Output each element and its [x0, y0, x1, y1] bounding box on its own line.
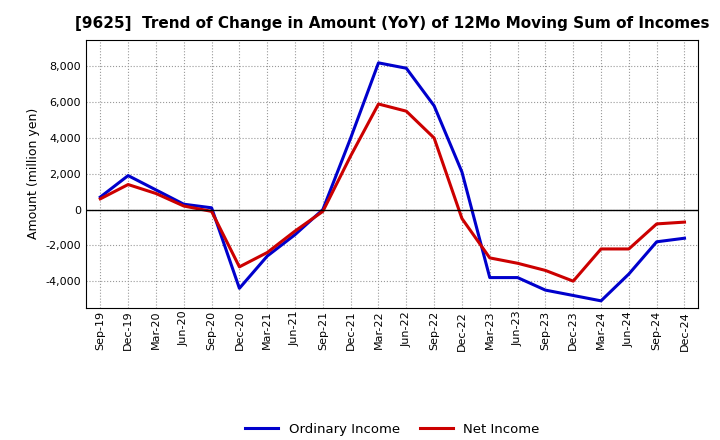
Net Income — [680, 220, 689, 225]
Ordinary Income — [485, 275, 494, 280]
Net Income — [152, 191, 161, 196]
Net Income — [374, 101, 383, 106]
Net Income — [318, 209, 327, 214]
Ordinary Income — [318, 207, 327, 212]
Ordinary Income — [569, 293, 577, 298]
Net Income — [96, 196, 104, 202]
Ordinary Income — [624, 271, 633, 277]
Ordinary Income — [374, 60, 383, 66]
Ordinary Income — [96, 194, 104, 200]
Ordinary Income — [597, 298, 606, 304]
Ordinary Income — [263, 253, 271, 259]
Net Income — [541, 268, 550, 273]
Ordinary Income — [402, 66, 410, 71]
Line: Net Income: Net Income — [100, 104, 685, 281]
Ordinary Income — [458, 169, 467, 175]
Ordinary Income — [541, 287, 550, 293]
Net Income — [235, 264, 243, 269]
Net Income — [346, 153, 355, 158]
Ordinary Income — [291, 232, 300, 237]
Net Income — [430, 136, 438, 141]
Legend: Ordinary Income, Net Income: Ordinary Income, Net Income — [240, 418, 545, 440]
Net Income — [179, 203, 188, 209]
Ordinary Income — [680, 235, 689, 241]
Net Income — [124, 182, 132, 187]
Net Income — [569, 279, 577, 284]
Net Income — [513, 260, 522, 266]
Net Income — [458, 216, 467, 221]
Net Income — [402, 109, 410, 114]
Net Income — [597, 246, 606, 252]
Ordinary Income — [179, 202, 188, 207]
Net Income — [624, 246, 633, 252]
Ordinary Income — [430, 103, 438, 108]
Net Income — [263, 250, 271, 255]
Ordinary Income — [235, 286, 243, 291]
Net Income — [207, 209, 216, 214]
Ordinary Income — [346, 136, 355, 141]
Ordinary Income — [152, 187, 161, 193]
Ordinary Income — [207, 205, 216, 210]
Line: Ordinary Income: Ordinary Income — [100, 63, 685, 301]
Net Income — [291, 228, 300, 234]
Net Income — [652, 221, 661, 227]
Ordinary Income — [124, 173, 132, 178]
Y-axis label: Amount (million yen): Amount (million yen) — [27, 108, 40, 239]
Net Income — [485, 255, 494, 260]
Title: [9625]  Trend of Change in Amount (YoY) of 12Mo Moving Sum of Incomes: [9625] Trend of Change in Amount (YoY) o… — [75, 16, 710, 32]
Ordinary Income — [513, 275, 522, 280]
Ordinary Income — [652, 239, 661, 245]
